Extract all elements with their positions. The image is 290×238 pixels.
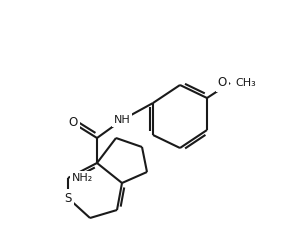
Text: S: S	[64, 192, 72, 204]
Text: CH₃: CH₃	[235, 78, 256, 88]
Text: O: O	[218, 76, 227, 89]
Text: NH₂: NH₂	[72, 173, 93, 183]
Text: NH: NH	[114, 115, 130, 125]
Text: O: O	[68, 116, 78, 129]
